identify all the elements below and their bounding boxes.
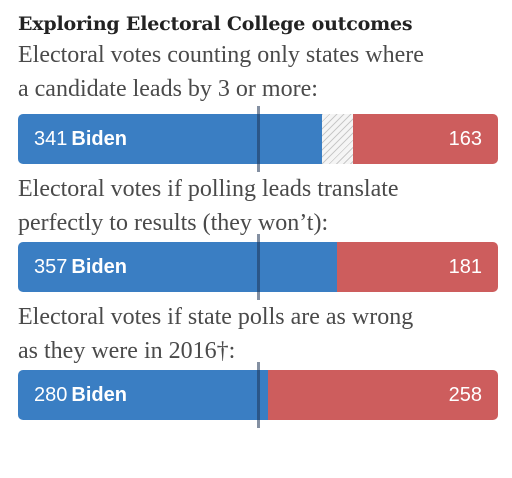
scenario-3-label: Electoral votes if state polls are as wr… xyxy=(18,300,500,368)
scenario-1-270-threshold-line xyxy=(257,106,261,172)
chart-headline: Exploring Electoral College outcomes xyxy=(18,13,413,35)
scenario-1-tossup-segment xyxy=(322,114,353,164)
scenario-1-bar: 341 Biden 163 xyxy=(18,106,498,172)
scenario-3-label-line-2: as they were in 2016†: xyxy=(18,338,236,364)
scenario-2-label-line-2: perfectly to results (they won’t): xyxy=(18,210,329,236)
scenario-2-label: Electoral votes if polling leads transla… xyxy=(18,172,500,240)
scenario-1-trump-segment xyxy=(352,114,498,164)
scenario-3-biden-label: 280 Biden xyxy=(34,370,127,420)
scenario-3-biden-segment xyxy=(18,370,268,420)
scenario-1-biden-votes: 341 xyxy=(34,128,68,150)
scenario-1-bar-track: 341 Biden 163 xyxy=(18,114,498,164)
scenario-1-label-line-1: Electoral votes counting only states whe… xyxy=(18,42,424,68)
scenario-3-bar: 280 Biden 258 xyxy=(18,362,498,428)
scenario-3-label-line-1: Electoral votes if state polls are as wr… xyxy=(18,304,414,330)
scenario-2-biden-name: Biden xyxy=(71,256,127,278)
scenario-3-270-threshold-line xyxy=(257,362,261,428)
scenario-2-biden-votes: 357 xyxy=(34,256,68,278)
electoral-outcomes-chart: Exploring Electoral College outcomes Ele… xyxy=(18,10,500,428)
scenario-1-biden-segment xyxy=(18,114,323,164)
scenario-2-bar: 357 Biden 181 xyxy=(18,234,498,300)
scenario-2-biden-segment xyxy=(18,242,337,292)
scenario-3-biden-votes: 280 xyxy=(34,384,68,406)
scenario-3-trump-votes: 258 xyxy=(448,384,482,406)
scenario-1-label: Electoral votes counting only states whe… xyxy=(18,38,500,106)
scenario-3-biden-name: Biden xyxy=(71,384,127,406)
scenario-1-trump-votes: 163 xyxy=(448,128,482,150)
scenario-2-label-line-1: Electoral votes if polling leads transla… xyxy=(18,176,399,202)
scenario-1-biden-name: Biden xyxy=(71,128,127,150)
scenario-3-trump-segment xyxy=(267,370,498,420)
scenario-2-biden-label: 357 Biden xyxy=(34,242,127,292)
scenario-3-bar-track: 280 Biden 258 xyxy=(18,370,498,420)
scenario-1-label-line-2: a candidate leads by 3 or more: xyxy=(18,76,318,102)
scenario-2-bar-track: 357 Biden 181 xyxy=(18,242,498,292)
scenario-2-270-threshold-line xyxy=(257,234,261,300)
scenario-1-biden-label: 341 Biden xyxy=(34,114,127,164)
scenario-2-trump-votes: 181 xyxy=(448,256,482,278)
scenario-2-trump-segment xyxy=(336,242,498,292)
